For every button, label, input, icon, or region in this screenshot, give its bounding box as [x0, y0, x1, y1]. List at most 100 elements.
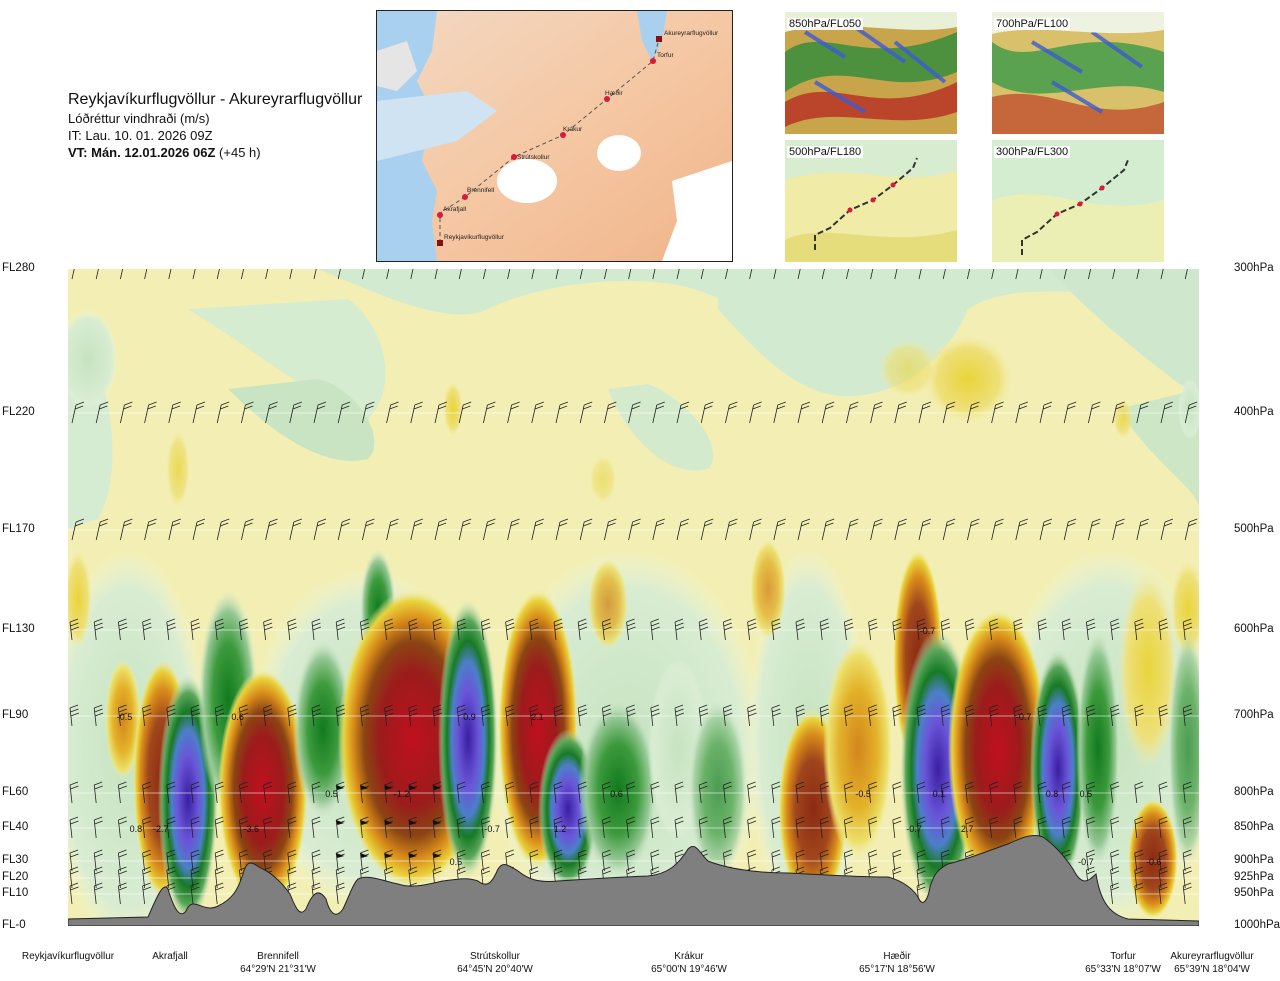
wind-barb [747, 618, 757, 641]
wind-barb [190, 618, 201, 641]
wind-barb [1039, 269, 1043, 280]
map-label-haedir: Hæðir [605, 89, 624, 97]
wind-barb [652, 401, 665, 424]
wind-barb [386, 518, 399, 541]
wind-barb [263, 704, 273, 727]
wind-barb [335, 816, 345, 839]
wind-barb [458, 269, 462, 280]
wind-barb [1088, 269, 1092, 280]
wind-barb [674, 618, 685, 641]
wind-barb [652, 269, 656, 280]
wind-barb [1086, 618, 1096, 641]
wind-barb [142, 882, 152, 905]
wind-barb [844, 704, 854, 727]
value-label: -0.6 [1146, 857, 1162, 867]
wind-barb [408, 704, 418, 727]
wind-barb [989, 816, 999, 839]
wind-barb [577, 816, 587, 839]
wind-barb [1061, 618, 1072, 641]
wind-barb [507, 518, 520, 541]
wind-barb [71, 518, 85, 541]
wind-barb [1134, 618, 1144, 641]
wind-barb [698, 618, 709, 641]
thumbnail-850hpa[interactable]: 850hPa/FL050 [785, 12, 957, 134]
station-coordinate: 65°17'N 18°56'W [859, 964, 935, 975]
wind-barb [1061, 704, 1072, 727]
map-label-strutskollur: Strútskollur [517, 154, 550, 161]
parameter-label: Lóðréttur vindhraði (m/s) [68, 111, 210, 126]
wind-barb [652, 518, 665, 541]
wind-barb [287, 704, 297, 727]
marker-strutskollur [511, 154, 517, 160]
wind-barb [821, 401, 835, 424]
wind-barb [265, 269, 269, 280]
wind-barb [214, 704, 225, 727]
wind-barb [942, 401, 956, 424]
thumbnail-700hpa[interactable]: 700hPa/FL100 [992, 12, 1164, 134]
wind-barb [1160, 401, 1174, 424]
wind-barb [991, 269, 995, 280]
wind-barb [289, 269, 293, 280]
station-label: Hæðir [883, 951, 911, 962]
wind-barb [967, 269, 971, 280]
wind-barb [602, 618, 612, 641]
wind-barb [456, 849, 466, 872]
wind-barb [1063, 269, 1067, 280]
wind-barb [1158, 781, 1168, 804]
wind-barb [965, 704, 975, 727]
wind-barb [118, 781, 127, 804]
wind-barb [698, 704, 709, 727]
wind-barb [553, 816, 563, 839]
hpa-tick-label: 1000hPa [1234, 919, 1280, 931]
wind-barb [846, 269, 850, 280]
map-label-krakur: Krákur [563, 126, 583, 133]
fl-tick-label: FL60 [2, 786, 29, 798]
wind-barb [384, 849, 394, 872]
wind-barb [989, 618, 999, 641]
wind-barb [507, 401, 520, 424]
wind-barb [700, 269, 704, 280]
value-label: 0.5 [1080, 789, 1093, 799]
wind-barb [1088, 401, 1101, 424]
wind-barb [214, 618, 225, 641]
wind-barb [190, 882, 200, 905]
wind-barb [531, 518, 544, 541]
wind-barb [93, 704, 104, 727]
wind-barb [553, 781, 563, 804]
wind-barb [190, 816, 200, 839]
wind-barb [1184, 401, 1198, 424]
wind-barb [505, 618, 515, 641]
thumbnail-300hpa-label: 300hPa/FL300 [994, 146, 1071, 158]
fl-tick-label: FL40 [2, 821, 29, 833]
wind-barb [289, 518, 302, 541]
wind-barb [142, 781, 152, 804]
thumbnail-300hpa[interactable]: 300hPa/FL300 [992, 140, 1164, 262]
wind-barb [918, 401, 932, 424]
wind-barb [456, 781, 466, 804]
wind-barb [771, 816, 781, 839]
wind-barb [241, 401, 254, 424]
wind-barb [674, 704, 685, 727]
wind-barb [216, 269, 220, 280]
wind-barb [916, 816, 926, 839]
wind-barb [214, 849, 224, 872]
wind-barb [239, 816, 248, 839]
value-label: 1.2 [554, 824, 567, 834]
wind-barb [579, 269, 583, 280]
wind-barb [311, 781, 321, 804]
thumbnail-700hpa-label: 700hPa/FL100 [994, 18, 1071, 30]
hpa-tick-label: 700hPa [1234, 709, 1274, 721]
wind-barb [1182, 849, 1192, 872]
wind-barb [650, 618, 660, 641]
lead-time: (+45 h) [219, 145, 261, 160]
wind-barb [483, 518, 496, 541]
wind-barb [991, 401, 1004, 424]
value-label: 0.8 [130, 824, 143, 834]
thumbnail-500hpa[interactable]: 500hPa/FL180 [785, 140, 957, 262]
wind-barb [1110, 849, 1120, 872]
wind-barb [676, 401, 690, 424]
wind-barb [967, 518, 980, 541]
thumbnail-850hpa-label: 850hPa/FL050 [787, 18, 864, 30]
cross-section-plot: -0.5 0.6 0.9 2.1 -0.7 -0.7 0.5 -1.2 0.6 -0.5 0.1 0.… [68, 269, 1199, 926]
wind-barb [69, 704, 80, 727]
